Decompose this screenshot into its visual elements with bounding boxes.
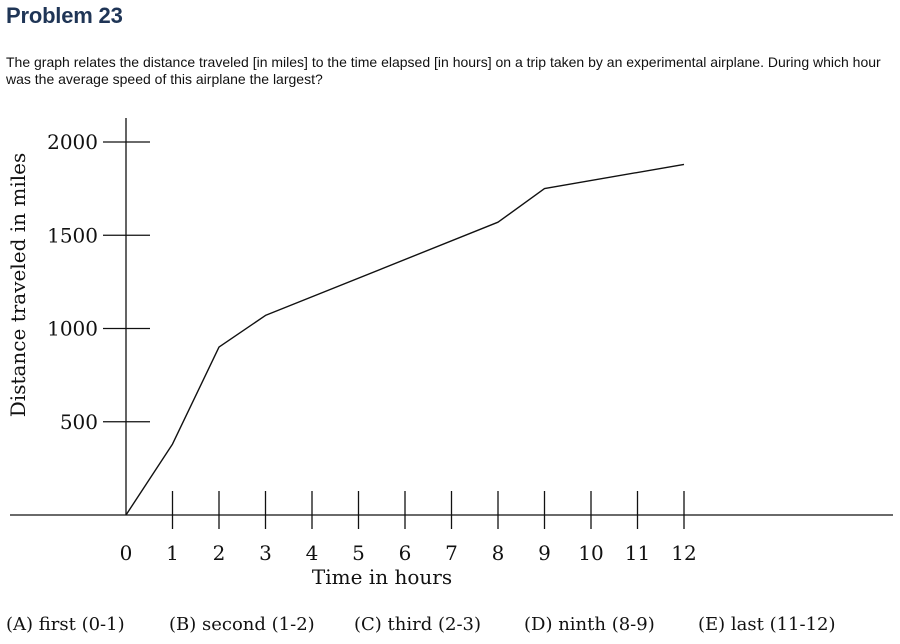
answer-choices: (A) first (0-1) (B) second (1-2) (C) thi… <box>6 614 896 640</box>
y-tick-label: 1000 <box>47 317 98 341</box>
x-tick-label: 7 <box>445 541 458 565</box>
x-tick-label: 12 <box>671 541 696 565</box>
x-tick-label: 4 <box>306 541 319 565</box>
y-tick-label: 2000 <box>47 130 98 154</box>
x-ticks: 0 1 2 3 4 5 6 7 8 9 10 11 12 <box>120 491 697 565</box>
x-tick-label: 3 <box>259 541 272 565</box>
y-tick-label: 500 <box>60 410 98 434</box>
x-tick-label: 9 <box>538 541 551 565</box>
x-tick-label: 8 <box>492 541 505 565</box>
problem-title: Problem 23 <box>6 3 123 28</box>
choice-e[interactable]: (E) last (11-12) <box>698 614 836 635</box>
y-tick-label: 1500 <box>47 223 98 247</box>
choice-b[interactable]: (B) second (1-2) <box>169 614 315 635</box>
distance-line <box>125 163 685 516</box>
question-text: The graph relates the distance traveled … <box>6 54 881 87</box>
x-tick-label: 0 <box>120 541 133 565</box>
x-tick-label: 10 <box>578 541 603 565</box>
choice-c[interactable]: (C) third (2-3) <box>354 614 482 635</box>
x-tick-label: 1 <box>166 541 179 565</box>
choice-a[interactable]: (A) first (0-1) <box>6 614 125 635</box>
x-tick-label: 11 <box>625 541 650 565</box>
y-axis-label: Distance traveled in miles <box>6 153 30 417</box>
x-tick-label: 2 <box>213 541 226 565</box>
choice-d[interactable]: (D) ninth (8-9) <box>524 614 655 635</box>
x-tick-label: 5 <box>352 541 365 565</box>
x-axis-label: Time in hours <box>312 565 452 589</box>
y-ticks: 500 1000 1500 2000 <box>47 130 150 434</box>
x-tick-label: 6 <box>399 541 412 565</box>
